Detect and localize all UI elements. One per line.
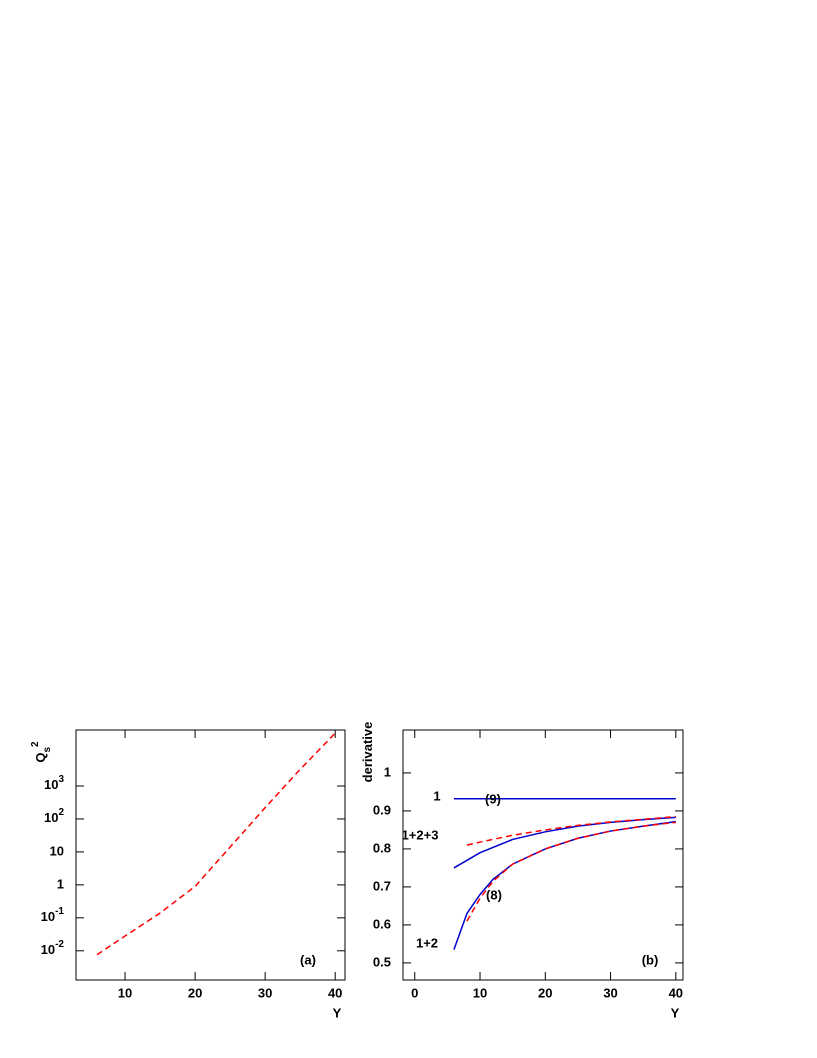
y-tick-label: 0.7 <box>373 878 391 893</box>
y-tick-label: 1 <box>57 876 64 891</box>
y-tick-label: 0.9 <box>373 802 391 817</box>
y-axis-title: derivative <box>360 722 375 783</box>
x-tick-label: 20 <box>538 985 552 1000</box>
x-tick-label: 0 <box>411 985 418 1000</box>
y-tick-label: 0.5 <box>373 954 391 969</box>
y-tick-exponent: -2 <box>55 938 64 949</box>
y-tick-base: 10 <box>44 810 58 825</box>
y-tick-exponent: 2 <box>58 807 64 818</box>
annotation: (9) <box>485 791 501 806</box>
y-tick-label: 102 <box>44 807 64 826</box>
series-line <box>96 732 336 956</box>
annotation: 1 <box>433 788 440 803</box>
x-tick-label: 40 <box>669 985 683 1000</box>
y-title-sup: 2 <box>30 741 41 747</box>
annotation: (8) <box>486 887 502 902</box>
y-tick-label: 10-2 <box>41 938 65 957</box>
y-axis-title: Qs2 <box>30 741 53 763</box>
y-title-sub: s <box>42 747 53 753</box>
x-axis-title: Y <box>671 1005 680 1020</box>
series-line <box>466 821 676 922</box>
y-tick-exponent: 3 <box>58 774 64 785</box>
plot-frame <box>402 729 684 981</box>
y-tick-base: 10 <box>41 942 55 957</box>
x-tick-label: 10 <box>473 985 487 1000</box>
y-tick-label: 103 <box>44 774 64 793</box>
x-tick-label: 10 <box>118 985 132 1000</box>
y-tick-label: 0.6 <box>373 916 391 931</box>
annotation: 1+2 <box>416 935 438 950</box>
y-tick-label: 1 <box>384 764 391 779</box>
annotation: 1+2+3 <box>402 827 439 842</box>
x-tick-label: 40 <box>328 985 342 1000</box>
y-title-text: Q <box>33 753 48 763</box>
series-line <box>466 815 676 846</box>
y-tick-exponent: -1 <box>55 905 64 916</box>
x-tick-label: 30 <box>603 985 617 1000</box>
x-tick-label: 20 <box>188 985 202 1000</box>
annotation: (b) <box>642 952 659 967</box>
y-tick-base: 10 <box>44 777 58 792</box>
y-tick-label: 10 <box>50 843 64 858</box>
x-axis-title: Y <box>333 1005 342 1020</box>
y-tick-label: 0.8 <box>373 840 391 855</box>
plot-frame <box>75 729 346 981</box>
annotation: (a) <box>300 952 316 967</box>
y-title-text: derivative <box>360 722 375 783</box>
x-tick-label: 30 <box>258 985 272 1000</box>
y-tick-base: 10 <box>41 909 55 924</box>
y-tick-label: 10-1 <box>41 905 65 924</box>
